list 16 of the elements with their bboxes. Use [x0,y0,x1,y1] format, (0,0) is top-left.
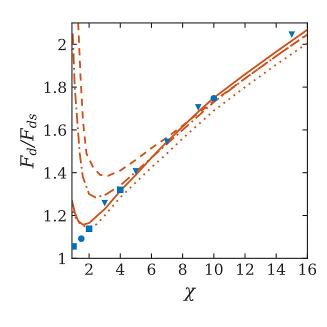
x-tick-label: 16 [300,263,316,276]
y-tick-label: 2 [58,38,66,50]
y-tick-label: 1.8 [44,82,66,94]
x-tick-label: 8 [178,263,186,276]
y-tick-label: 1.4 [44,167,66,179]
x-tick-label: 14 [268,263,286,275]
y-tick-label: 1 [59,252,65,264]
x-tick-label: 2 [85,263,92,275]
x-tick-label: 4 [116,263,124,275]
y-axis-title: F$_{d}$/F$_{ds}$ [20,114,36,169]
y-tick-label: 1.6 [44,124,66,136]
x-tick-label: 10 [206,263,223,276]
x-axis-title: χ [183,287,196,302]
x-tick-label: 12 [237,263,254,275]
y-tick-label: 1.2 [44,210,66,222]
x-tick-label: 6 [148,263,156,276]
